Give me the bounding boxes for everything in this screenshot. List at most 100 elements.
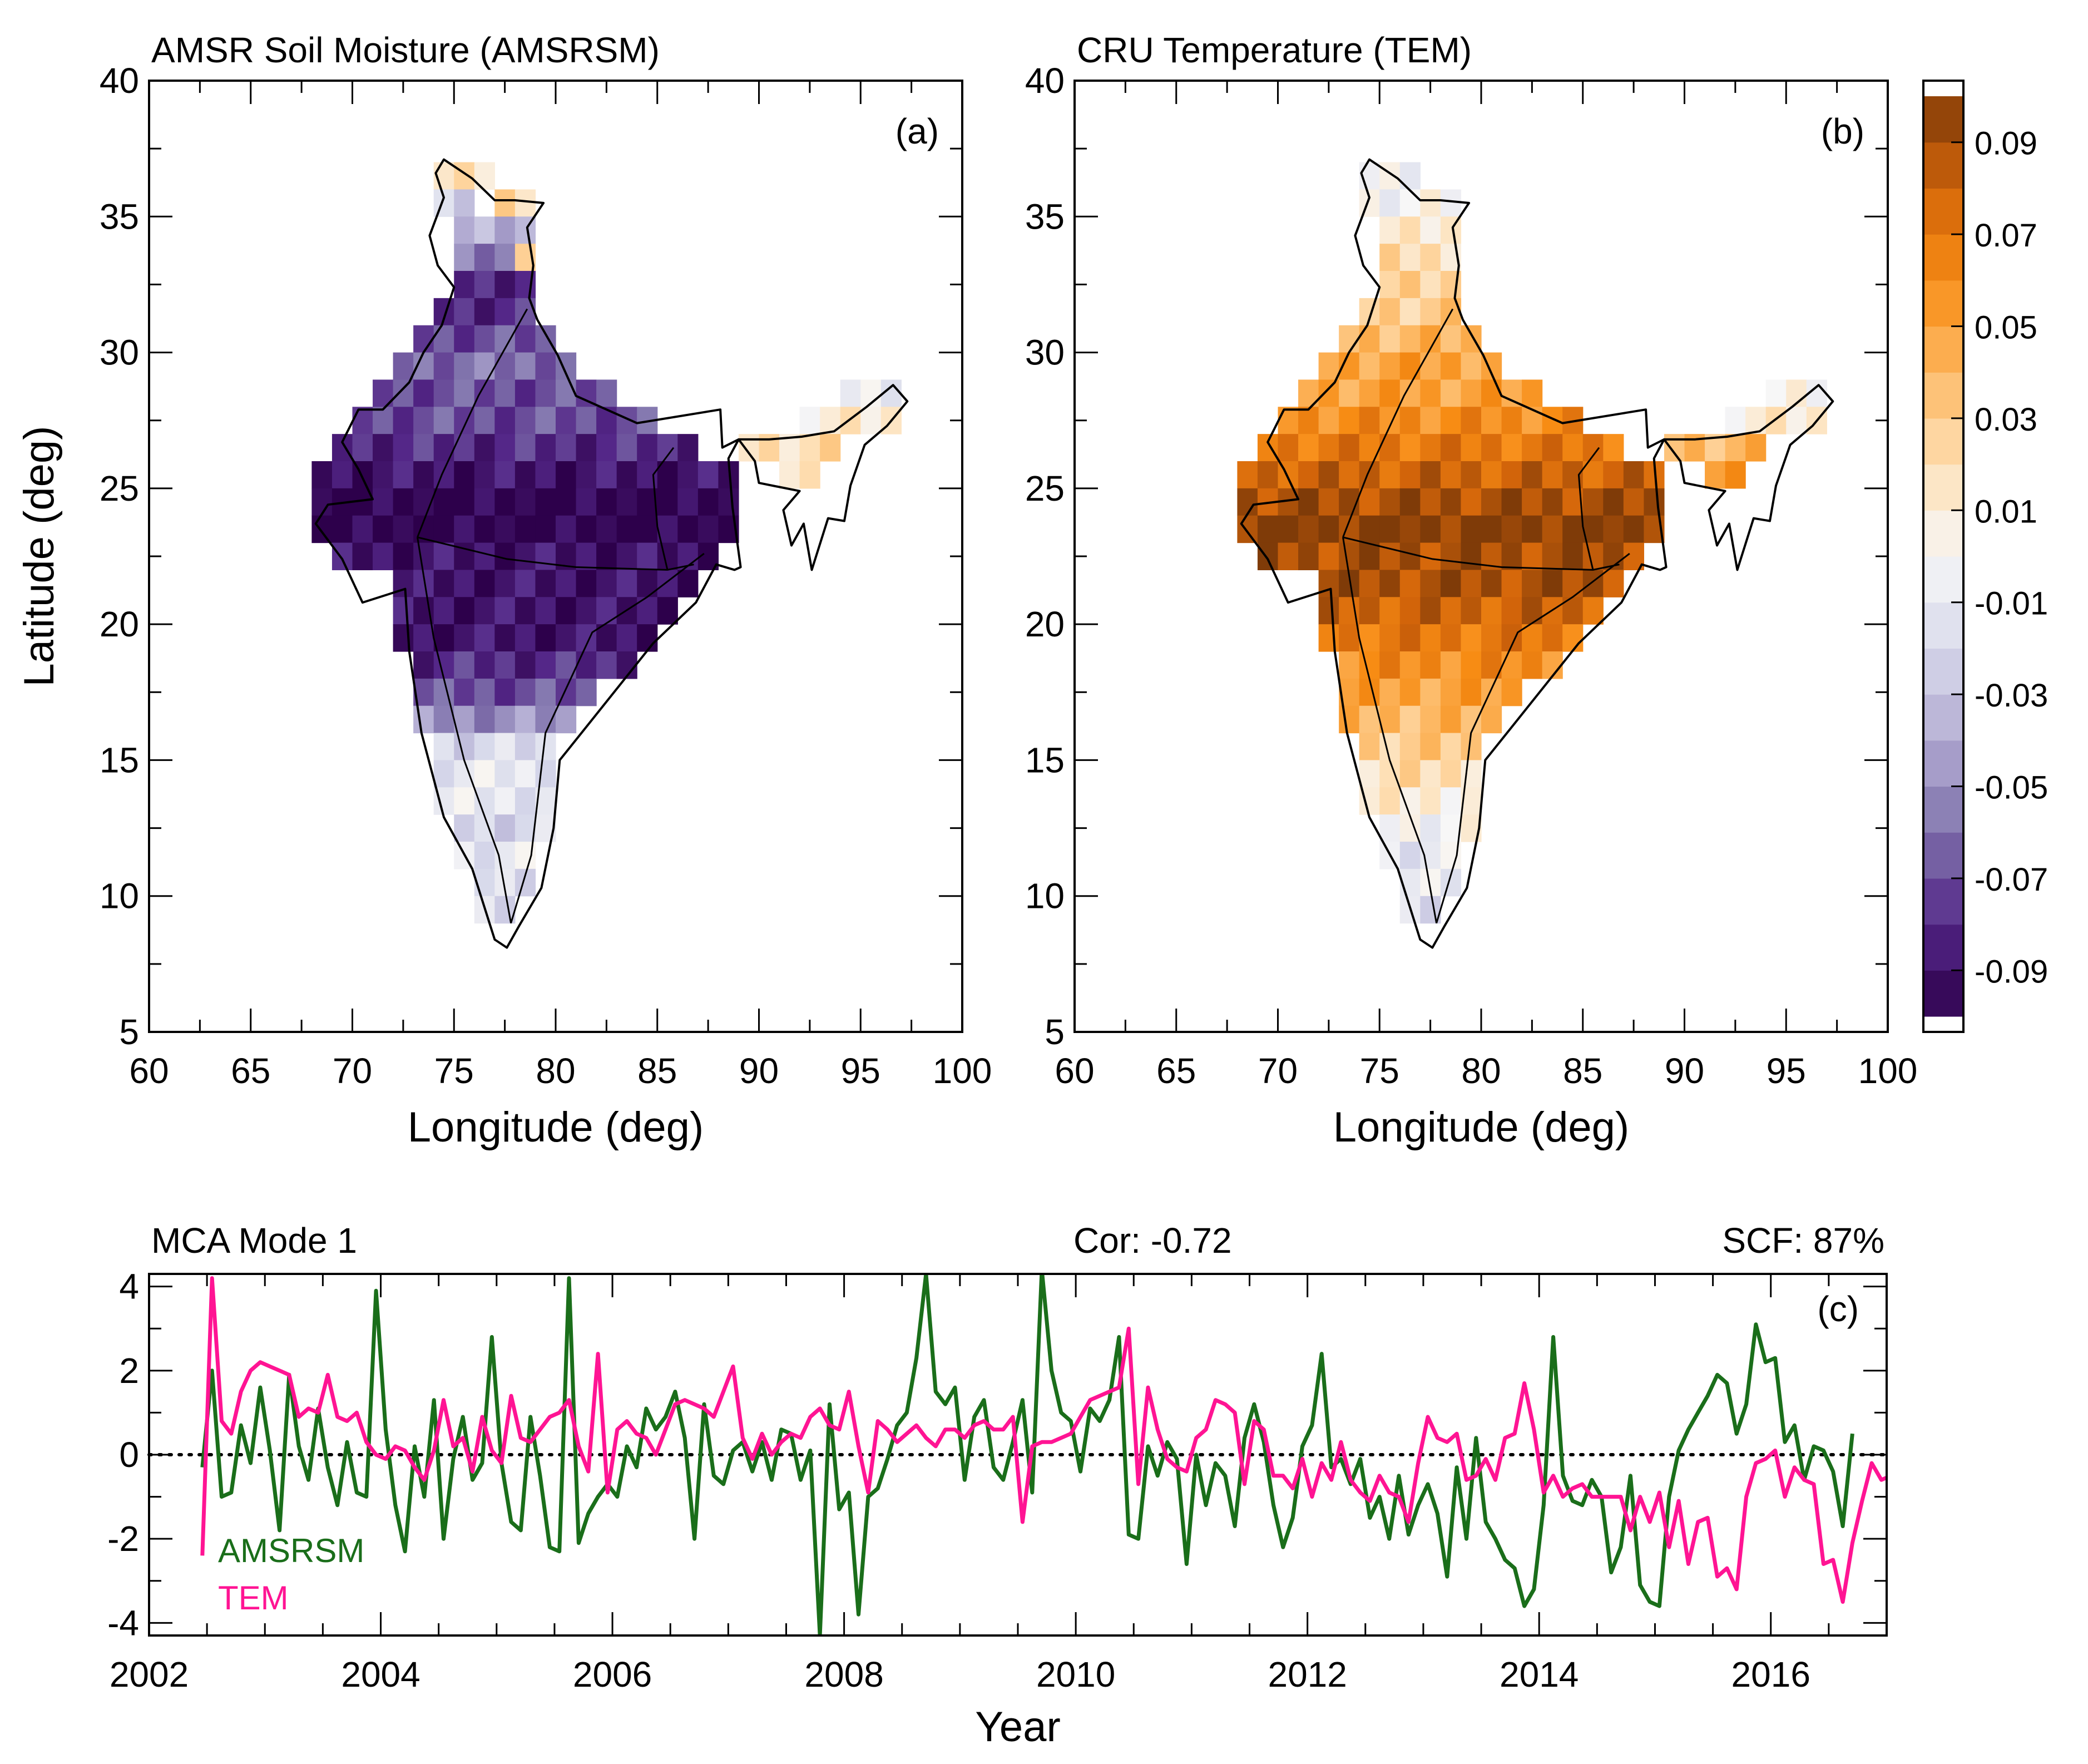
grid-cell	[474, 624, 495, 652]
grid-cell	[393, 597, 414, 625]
grid-cell	[697, 515, 719, 543]
grid-cell	[1481, 624, 1502, 652]
grid-cell	[433, 597, 454, 625]
grid-cell	[413, 434, 434, 462]
grid-cell	[331, 542, 353, 571]
grid-cell	[1379, 515, 1401, 543]
grid-cell	[413, 461, 434, 489]
grid-cell	[576, 515, 597, 543]
grid-cell	[514, 515, 536, 543]
grid-cell	[514, 542, 536, 571]
grid-cell	[1257, 515, 1279, 543]
grid-cell	[454, 434, 475, 462]
grid-cell	[474, 216, 495, 244]
grid-cell	[1440, 760, 1462, 788]
grid-cell	[1399, 760, 1421, 788]
colorbar-bin	[1923, 510, 1963, 557]
grid-cell	[1440, 461, 1462, 489]
grid-cell	[1399, 515, 1421, 543]
grid-cell	[311, 488, 333, 516]
grid-cell	[514, 624, 536, 652]
grid-cell	[331, 461, 353, 489]
colorbar-tick-label: 0.05	[1975, 310, 2037, 346]
y-tick-label: 25	[100, 468, 139, 508]
panel-b-ticks: 60 65 70 75 80 85 90 95 100 5 10 15 20 25 30 35 40	[1025, 61, 1918, 1091]
grid-cell	[1379, 379, 1401, 407]
grid-cell	[1440, 325, 1462, 353]
grid-cell	[1765, 407, 1787, 434]
grid-cell	[1379, 461, 1401, 489]
legend-tem: TEM	[218, 1579, 289, 1617]
grid-cell	[1481, 461, 1502, 489]
northeast-boundary	[1663, 384, 1834, 571]
grid-cell	[677, 434, 699, 462]
grid-cell	[433, 434, 454, 462]
grid-cell	[1562, 570, 1584, 597]
grid-cell	[331, 515, 353, 543]
grid-cell	[514, 352, 536, 381]
grid-cell	[474, 651, 495, 679]
grid-cell	[556, 570, 577, 597]
grid-cell	[616, 570, 637, 597]
northeast-boundary	[738, 384, 909, 571]
grid-cell	[657, 570, 678, 597]
grid-cell	[1298, 407, 1319, 434]
grid-cell	[535, 678, 556, 706]
grid-cell	[1379, 787, 1401, 815]
grid-cell	[1379, 678, 1401, 706]
grid-cell	[596, 488, 617, 516]
grid-cell	[494, 760, 516, 788]
grid-cell	[393, 407, 414, 434]
grid-cell	[616, 461, 637, 489]
colorbar-bin	[1923, 786, 1963, 833]
grid-cell	[433, 651, 454, 679]
grid-cell	[1745, 434, 1767, 462]
grid-cell	[637, 515, 658, 543]
grid-cell	[1318, 488, 1339, 516]
grid-cell	[393, 488, 414, 516]
grid-cell	[1542, 624, 1563, 652]
grid-cell	[514, 787, 536, 815]
panel-a-xlabel: Longitude (deg)	[408, 1104, 704, 1151]
colorbar-bin	[1923, 96, 1963, 143]
panel-c-series	[200, 1274, 1887, 1635]
grid-cell	[799, 461, 820, 489]
grid-cell	[393, 542, 414, 571]
grid-cell	[1522, 407, 1543, 434]
grid-cell	[1562, 542, 1584, 571]
grid-cell	[1318, 570, 1339, 597]
grid-cell	[616, 542, 637, 571]
grid-cell	[1481, 515, 1502, 543]
grid-cell	[1440, 624, 1462, 652]
grid-cell	[1379, 189, 1401, 217]
colorbar-tick-label: -0.05	[1975, 770, 2048, 806]
grid-cell	[1501, 434, 1522, 462]
grid-cell	[1725, 434, 1746, 462]
y-tick-label: -2	[107, 1519, 139, 1559]
grid-cell	[1420, 597, 1441, 625]
grid-cell	[1501, 515, 1522, 543]
colorbar-bin	[1923, 878, 1963, 925]
grid-cell	[514, 705, 536, 734]
grid-cell	[616, 407, 637, 434]
y-tick-label: 20	[100, 604, 139, 644]
grid-cell	[474, 244, 495, 271]
grid-cell	[1257, 542, 1279, 571]
grid-cell	[1278, 407, 1299, 434]
grid-cell	[556, 515, 577, 543]
x-tick-label: 80	[536, 1051, 575, 1091]
grid-cell	[1461, 407, 1482, 434]
grid-cell	[514, 325, 536, 353]
grid-cell	[433, 760, 454, 788]
grid-cell	[1461, 705, 1482, 734]
grid-cell	[1461, 651, 1482, 679]
grid-cell	[1420, 842, 1441, 869]
panel-a-title: AMSR Soil Moisture (AMSRSM)	[151, 30, 660, 70]
grid-cell	[433, 515, 454, 543]
grid-cell	[1461, 597, 1482, 625]
grid-cell	[556, 678, 577, 706]
grid-cell	[1359, 651, 1380, 679]
grid-cell	[1481, 705, 1502, 734]
grid-cell	[1440, 407, 1462, 434]
x-tick-label: 80	[1461, 1051, 1501, 1091]
